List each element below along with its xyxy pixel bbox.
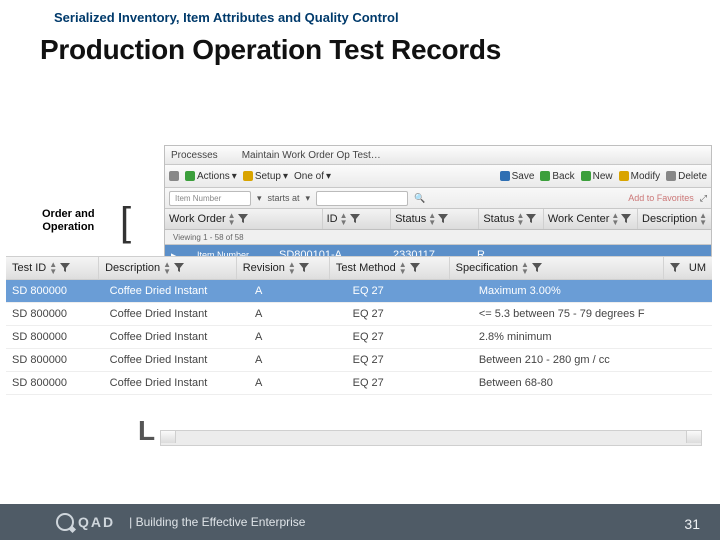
cell-method: EQ 27 (347, 285, 473, 297)
bracket-icon: [ (120, 200, 131, 245)
h-scrollbar[interactable] (160, 430, 702, 446)
cell-test-id: SD 800000 (6, 331, 104, 343)
setup-menu[interactable]: Setup ▾ (243, 171, 288, 182)
cell-desc: Coffee Dried Instant (104, 354, 249, 366)
footer-tagline: | Building the Effective Enterprise (129, 515, 305, 529)
tab-maintain-wo[interactable]: Maintain Work Order Op Test… (242, 150, 381, 161)
cell-spec: Between 68-80 (473, 377, 700, 389)
funnel-icon[interactable] (532, 263, 542, 273)
add-to-favorites-button[interactable]: Add to Favorites (628, 193, 694, 203)
cell-desc: Coffee Dried Instant (104, 308, 249, 320)
window-tabs: Processes Maintain Work Order Op Test… (165, 146, 711, 165)
order-operation-label: Order and Operation (42, 208, 95, 234)
list-button[interactable] (169, 171, 179, 181)
actions-menu[interactable]: Actions ▾ (185, 171, 237, 182)
funnel-icon[interactable] (438, 214, 448, 224)
cell-rev: A (249, 354, 347, 366)
cell-method: EQ 27 (347, 331, 473, 343)
cell-rev: A (249, 331, 347, 343)
cell-desc: Coffee Dried Instant (104, 285, 249, 297)
cell-rev: A (249, 308, 347, 320)
test-records-table: Test ID▲▼ Description▲▼ Revision▲▼ Test … (6, 256, 712, 395)
grid1-header: Work Order▲▼ ID▲▼ Status▲▼ Status▲▼ Work… (165, 209, 711, 230)
footer-bar: QAD | Building the Effective Enterprise (0, 504, 720, 540)
cell-test-id: SD 800000 (6, 377, 104, 389)
new-button[interactable]: New (581, 171, 613, 182)
filter-row: Item Number ▾ starts at ▾ 🔍 Add to Favor… (165, 188, 711, 209)
funnel-icon[interactable] (299, 263, 309, 273)
toolbar: Actions ▾ Setup ▾ One of ▾ Save Back New… (165, 165, 711, 188)
cell-desc: Coffee Dried Instant (104, 331, 249, 343)
cell-spec: Maximum 3.00% (473, 285, 700, 297)
delete-button[interactable]: Delete (666, 171, 707, 182)
expand-icon[interactable]: ⤢ (700, 193, 707, 204)
cell-spec: <= 5.3 between 75 - 79 degrees F (473, 308, 700, 320)
modify-button[interactable]: Modify (619, 171, 660, 182)
filter-field-select[interactable] (169, 191, 251, 206)
filter-op-label: starts at (268, 193, 300, 203)
funnel-icon[interactable] (60, 263, 70, 273)
cell-test-id: SD 800000 (6, 285, 104, 297)
table-row[interactable]: SD 800000Coffee Dried InstantAEQ 272.8% … (6, 326, 712, 349)
filter-value-input[interactable] (316, 191, 408, 206)
funnel-icon[interactable] (621, 214, 631, 224)
funnel-icon[interactable] (526, 214, 536, 224)
end-bracket-icon: L (138, 415, 155, 447)
cell-method: EQ 27 (347, 377, 473, 389)
search-button[interactable]: 🔍 (414, 193, 425, 204)
sub-title: Serialized Inventory, Item Attributes an… (54, 10, 399, 25)
funnel-icon[interactable] (670, 263, 680, 273)
back-button[interactable]: Back (540, 171, 574, 182)
cell-test-id: SD 800000 (6, 354, 104, 366)
funnel-icon[interactable] (174, 263, 184, 273)
funnel-icon[interactable] (350, 214, 360, 224)
cell-spec: Between 210 - 280 gm / cc (473, 354, 700, 366)
cell-test-id: SD 800000 (6, 308, 104, 320)
tab-processes[interactable]: Processes (171, 150, 218, 161)
cell-rev: A (249, 285, 347, 297)
qad-logo: QAD (56, 513, 115, 531)
cell-method: EQ 27 (347, 308, 473, 320)
viewing-label: Viewing 1 - 58 of 58 (165, 230, 711, 245)
cell-spec: 2.8% minimum (473, 331, 700, 343)
table-row[interactable]: SD 800000Coffee Dried InstantAEQ 27Betwe… (6, 349, 712, 372)
funnel-icon[interactable] (238, 214, 248, 224)
cell-desc: Coffee Dried Instant (104, 377, 249, 389)
save-button[interactable]: Save (500, 171, 535, 182)
test-table-header: Test ID▲▼ Description▲▼ Revision▲▼ Test … (6, 256, 712, 280)
qad-logo-mark (56, 513, 74, 531)
table-row[interactable]: SD 800000Coffee Dried InstantAEQ 27<= 5.… (6, 303, 712, 326)
page-number: 31 (684, 516, 700, 532)
page-title: Production Operation Test Records (40, 34, 501, 66)
table-row[interactable]: SD 800000Coffee Dried InstantAEQ 27Betwe… (6, 372, 712, 395)
cell-rev: A (249, 377, 347, 389)
table-row[interactable]: SD 800000Coffee Dried InstantAEQ 27Maxim… (6, 280, 712, 303)
slide-root: { "header": { "sub_title": "Serialized I… (0, 0, 720, 540)
oneof-menu[interactable]: One of ▾ (294, 171, 331, 182)
cell-method: EQ 27 (347, 354, 473, 366)
funnel-icon[interactable] (410, 263, 420, 273)
